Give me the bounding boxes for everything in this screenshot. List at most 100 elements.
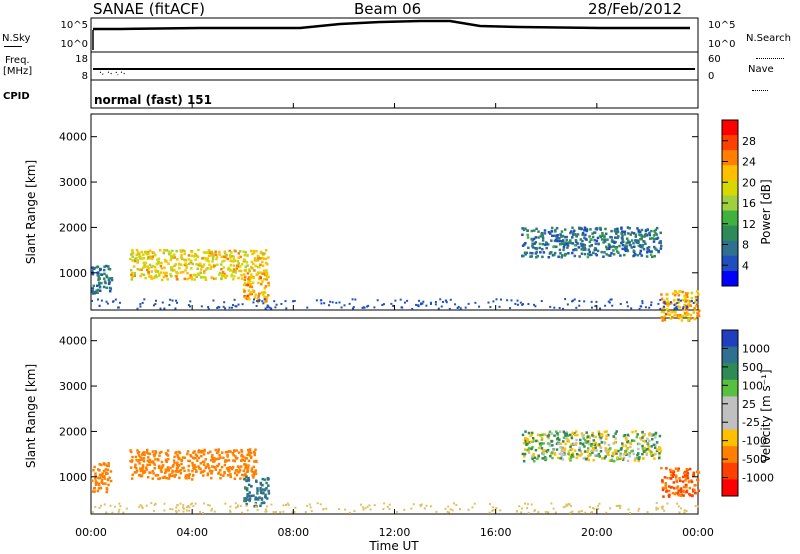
nsky-panel-frame [90,17,699,53]
data-cell [228,509,231,512]
data-cell [163,509,166,512]
data-cell [293,299,296,302]
data-cell [626,301,629,304]
data-cell [573,254,577,258]
data-cell [227,266,230,270]
data-cell [651,237,654,240]
data-cell [615,232,618,235]
data-cell [232,453,235,457]
data-cell [676,314,679,317]
data-cell [526,507,529,510]
data-cell [133,274,136,278]
data-cell [201,511,204,514]
data-cell [268,306,271,309]
data-cell [247,289,251,292]
data-cell [91,490,95,493]
data-cell [187,258,190,261]
data-cell [649,250,652,253]
data-cell [156,458,160,461]
data-cell [559,233,562,236]
data-cell [581,239,584,243]
data-cell [256,265,260,269]
data-cell [564,505,567,508]
colorbar-tick-label: 24 [742,156,756,169]
data-cell [158,248,162,252]
data-cell [164,468,167,472]
data-cell [245,475,248,479]
data-cell [569,445,572,449]
data-cell [610,229,613,233]
data-cell [208,251,211,254]
data-cell [638,456,641,459]
data-cell [248,450,252,454]
nave-label: Nave [748,64,774,75]
data-cell [603,456,606,460]
data-cell [648,233,652,237]
data-cell [608,459,612,462]
data-cell [467,302,470,305]
data-cell [531,445,534,449]
data-cell [159,264,163,268]
data-cell [226,453,229,457]
data-cell [541,255,544,259]
data-cell [246,294,249,298]
data-cell [232,259,236,263]
data-cell [224,276,227,279]
data-cell [197,465,200,468]
data-cell [597,504,600,507]
data-cell [452,502,455,505]
data-cell [657,249,660,253]
data-cell [610,245,613,249]
data-cell [457,305,460,308]
data-cell [524,253,527,256]
data-cell [583,243,586,247]
data-cell [647,445,650,448]
data-cell [650,304,653,307]
data-cell [252,298,255,301]
data-cell [154,502,157,505]
data-cell [533,439,536,442]
data-cell [674,307,677,310]
data-cell [601,434,604,437]
data-cell [596,227,599,230]
data-cell [148,463,152,466]
data-cell [544,243,547,247]
data-cell [548,232,552,235]
data-cell [94,477,97,480]
data-cell [245,488,249,492]
data-cell [602,255,605,258]
data-cell [673,487,676,490]
data-cell [352,307,355,310]
data-cell [555,442,559,445]
data-cell [627,241,630,244]
data-cell [200,265,204,269]
data-cell [186,473,189,477]
data-cell [562,430,566,434]
data-cell [225,467,229,470]
data-cell [652,234,656,237]
data-cell [609,298,612,301]
data-cell [163,502,166,505]
data-cell [599,434,603,437]
data-cell [612,240,615,244]
data-cell [612,435,616,438]
data-cell [260,501,264,505]
data-cell [250,285,254,289]
data-cell [544,457,548,460]
data-cell [224,450,228,454]
data-cell [107,267,111,271]
data-cell [212,458,215,462]
data-cell [631,430,634,434]
data-cell [218,250,221,254]
data-cell [187,304,190,307]
data-cell [235,457,238,460]
data-cell [254,496,258,499]
data-cell [498,305,501,308]
data-cell [590,444,593,448]
data-cell [129,466,133,469]
data-cell [254,472,258,475]
data-cell [306,504,309,507]
data-cell [594,305,597,308]
data-cell [169,258,172,262]
colorbar-tick-label: -1000 [742,472,774,485]
